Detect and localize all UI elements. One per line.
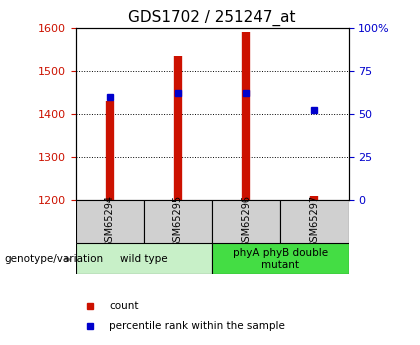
Text: count: count (109, 301, 139, 311)
Text: wild type: wild type (120, 254, 168, 264)
Bar (76, 200, 144, 243)
Text: GSM65296: GSM65296 (241, 195, 251, 248)
Bar (212, 200, 281, 243)
Text: GSM65297: GSM65297 (310, 195, 320, 248)
Title: GDS1702 / 251247_at: GDS1702 / 251247_at (129, 10, 296, 26)
Bar (212, 243, 349, 274)
Text: GSM65294: GSM65294 (105, 195, 115, 248)
Text: genotype/variation: genotype/variation (4, 255, 103, 264)
Bar (76, 243, 212, 274)
Bar (144, 200, 212, 243)
Text: GSM65295: GSM65295 (173, 195, 183, 248)
Bar (281, 200, 349, 243)
Text: percentile rank within the sample: percentile rank within the sample (109, 321, 285, 331)
Text: phyA phyB double
mutant: phyA phyB double mutant (233, 248, 328, 269)
